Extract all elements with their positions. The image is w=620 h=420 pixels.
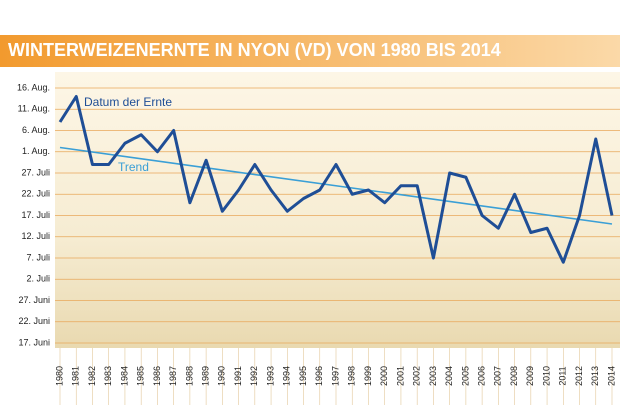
y-tick-label: 16. Aug. [17,82,50,92]
x-tick-label: 1984 [119,366,129,386]
data-line [58,95,614,264]
x-tick-label: 2001 [395,366,405,386]
x-tick-label: 1995 [298,366,308,386]
y-tick-label: 22. Juli [21,189,50,199]
y-tick-label: 22. Juni [18,316,50,326]
title-bar [0,35,620,67]
x-tick-label: 2013 [590,366,600,386]
chart-title: WINTERWEIZENERNTE IN NYON (VD) VON 1980 … [8,40,501,60]
x-tick-label: 2000 [379,366,389,386]
trend-label: Trend [118,160,149,174]
x-tick-label: 1993 [265,366,275,386]
x-tick-label: 1996 [314,366,324,386]
series-label: Datum der Ernte [84,95,172,109]
y-tick-label: 12. Juli [21,231,50,241]
x-tick-label: 1999 [363,366,373,386]
y-tick-label: 17. Juni [18,337,50,347]
y-tick-label: 2. Juli [26,274,50,284]
x-tick-label: 1983 [103,366,113,386]
x-tick-label: 1981 [71,366,81,386]
x-tick-label: 1998 [347,366,357,386]
plot-area [55,72,620,348]
x-tick-label: 2012 [574,366,584,386]
x-tick-label: 1987 [168,366,178,386]
y-tick-label: 27. Juli [21,167,50,177]
x-tick-label: 1985 [136,366,146,386]
y-tick-label: 17. Juli [21,210,50,220]
x-tick-label: 1989 [200,366,210,386]
x-tick-label: 1994 [282,366,292,386]
y-tick-label: 6. Aug. [22,125,50,135]
x-tick-label: 2009 [525,366,535,386]
x-tick-label: 1986 [152,366,162,386]
y-tick-label: 27. Juni [18,295,50,305]
x-tick-label: 1982 [87,366,97,386]
x-tick-label: 2010 [541,366,551,386]
x-tick-label: 2014 [606,366,616,386]
x-tick-label: 1980 [54,366,64,386]
x-tick-label: 1988 [184,366,194,386]
x-tick-label: 2004 [444,366,454,386]
x-tick-label: 2005 [460,366,470,386]
x-tick-label: 2007 [493,366,503,386]
x-tick-label: 2003 [428,366,438,386]
x-tick-label: 2008 [509,366,519,386]
x-tick-label: 1997 [330,366,340,386]
y-tick-label: 7. Juli [26,252,50,262]
y-tick-label: 11. Aug. [18,104,50,114]
x-tick-label: 1991 [233,366,243,386]
x-tick-label: 1992 [249,366,259,386]
x-tick-label: 2006 [476,366,486,386]
x-tick-label: 2002 [412,366,422,386]
y-tick-label: 1. Aug. [22,146,50,156]
x-tick-label: 2011 [558,366,568,385]
x-tick-label: 1990 [217,366,227,386]
trend-line [59,146,613,225]
